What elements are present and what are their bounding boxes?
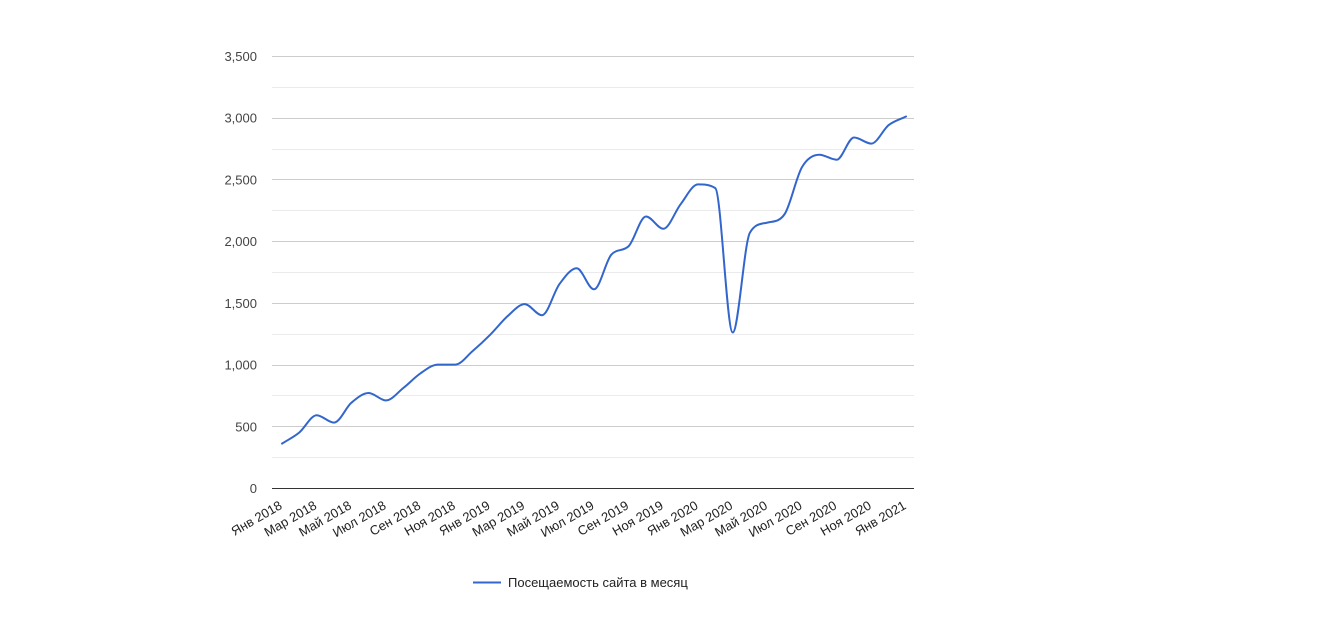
data-point[interactable]: [640, 210, 652, 222]
data-point[interactable]: [519, 298, 531, 310]
legend[interactable]: Посещаемость сайта в месяц: [473, 575, 688, 590]
data-point[interactable]: [796, 161, 808, 173]
data-point[interactable]: [380, 394, 392, 406]
data-point[interactable]: [449, 359, 461, 371]
series-line[interactable]: [281, 115, 907, 445]
data-point[interactable]: [363, 387, 375, 399]
gridlines: [272, 56, 914, 489]
y-tick-label: 500: [235, 419, 257, 434]
data-point[interactable]: [415, 367, 427, 379]
data-point[interactable]: [831, 154, 843, 166]
data-point[interactable]: [883, 119, 895, 131]
data-point[interactable]: [779, 208, 791, 220]
data-point[interactable]: [345, 397, 357, 409]
data-point[interactable]: [744, 227, 756, 239]
series-lines: [276, 110, 912, 450]
data-point[interactable]: [432, 359, 444, 371]
data-point[interactable]: [813, 149, 825, 161]
data-point[interactable]: [588, 283, 600, 295]
y-tick-label: 1,000: [224, 358, 257, 373]
data-point[interactable]: [553, 278, 565, 290]
y-tick-label: 3,000: [224, 111, 257, 126]
data-point[interactable]: [865, 138, 877, 150]
data-point[interactable]: [571, 262, 583, 274]
data-point[interactable]: [848, 131, 860, 143]
data-point[interactable]: [397, 382, 409, 394]
data-point[interactable]: [293, 426, 305, 438]
data-point[interactable]: [675, 198, 687, 210]
data-point[interactable]: [605, 249, 617, 261]
data-point[interactable]: [328, 417, 340, 429]
data-point[interactable]: [484, 329, 496, 341]
y-tick-label: 2,000: [224, 234, 257, 249]
y-tick-label: 2,500: [224, 172, 257, 187]
data-point[interactable]: [311, 409, 323, 421]
y-axis-ticks: 0 500 1,000 1,500 2,000 2,500 3,000 3,500: [224, 49, 257, 496]
data-point[interactable]: [692, 178, 704, 190]
data-point[interactable]: [761, 217, 773, 229]
data-point[interactable]: [657, 223, 669, 235]
data-point[interactable]: [900, 110, 912, 122]
data-point[interactable]: [501, 310, 513, 322]
y-tick-label: 1,500: [224, 296, 257, 311]
data-point[interactable]: [709, 182, 721, 194]
legend-label: Посещаемость сайта в месяц: [508, 575, 688, 590]
y-tick-label: 0: [250, 481, 257, 496]
y-tick-label: 3,500: [224, 49, 257, 64]
data-point[interactable]: [536, 309, 548, 321]
data-point[interactable]: [623, 240, 635, 252]
data-point[interactable]: [276, 438, 288, 450]
data-point[interactable]: [467, 345, 479, 357]
data-point[interactable]: [727, 326, 739, 338]
